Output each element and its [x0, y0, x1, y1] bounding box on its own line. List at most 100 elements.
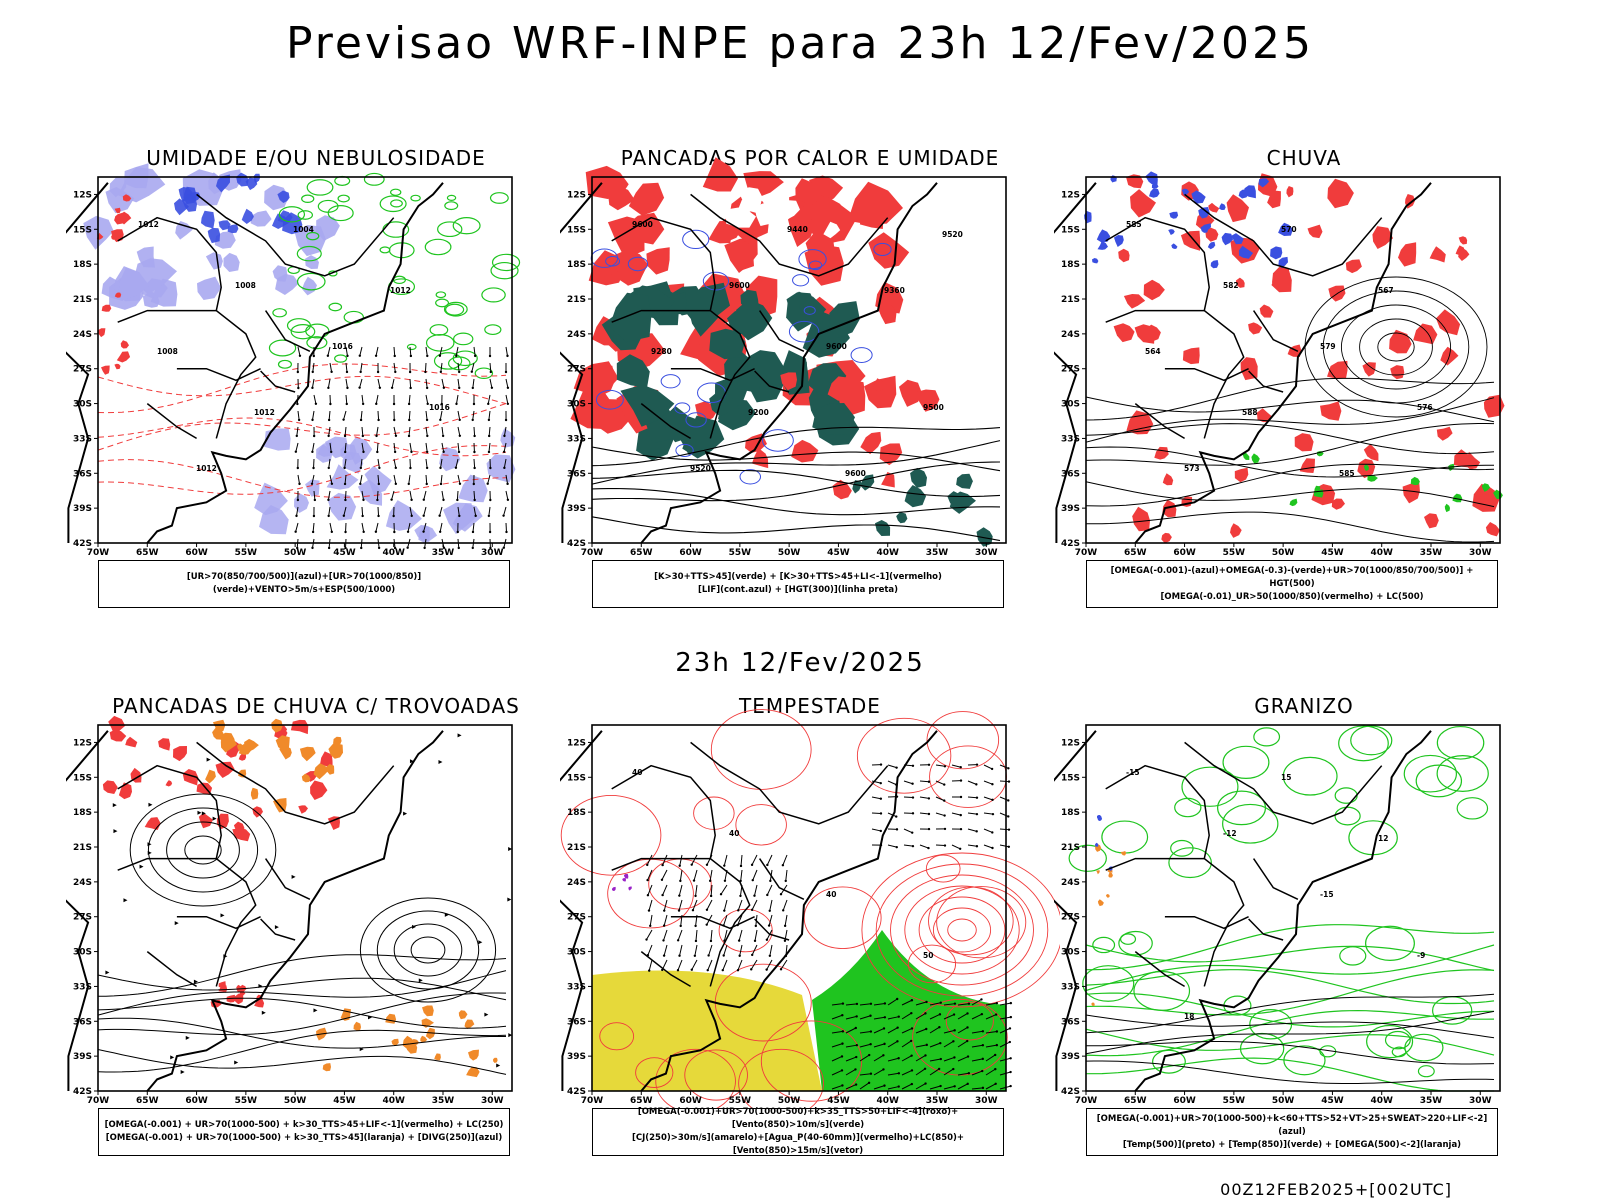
- legend-line: [OMEGA(-0.001) + UR>70(1000-500) + k>30_…: [104, 1120, 504, 1130]
- lat-tick-label: 27S: [567, 365, 586, 375]
- lat-tick-label: 15S: [73, 773, 92, 783]
- contour-label: -15: [1320, 890, 1334, 899]
- legend-line: [K>30+TTS>45](verde) + [K>30+TTS>45+LI<-…: [654, 572, 942, 582]
- lat-tick-label: 21S: [567, 843, 586, 853]
- contour-label: 50: [923, 951, 933, 960]
- legend-line: [Temp(500)](preto) + [Temp(850)](verde) …: [1122, 1139, 1462, 1150]
- lat-tick-label: 42S: [567, 1087, 586, 1097]
- lat-tick-label: 24S: [567, 330, 586, 340]
- legend-box: [OMEGA(-0.001)+UR>70(1000-500)+k>35_TTS>…: [592, 1107, 1004, 1156]
- contour-label: -9: [1417, 951, 1425, 960]
- legend-box: [OMEGA(-0.001)+UR>70(1000-500)+k<60+TTS>…: [1086, 1108, 1498, 1156]
- lon-tick-label: 35W: [926, 548, 949, 558]
- lon-tick-label: 60W: [185, 548, 208, 558]
- legend-line: [CJ(250)>30m/s](amarelo)+[Agua_P(40-60mm…: [631, 1133, 965, 1156]
- lon-tick-label: 40W: [1370, 548, 1393, 558]
- lat-tick-label: 30S: [73, 948, 92, 958]
- lat-tick-label: 33S: [73, 434, 92, 444]
- contour-label: 9600: [845, 469, 866, 478]
- lon-tick-label: 55W: [235, 1096, 258, 1106]
- lon-tick-label: 50W: [284, 1096, 307, 1106]
- lon-tick-label: 30W: [1469, 1096, 1492, 1106]
- contour-label: 9200: [748, 408, 769, 417]
- lat-tick-label: 21S: [567, 295, 586, 305]
- lat-tick-label: 30S: [567, 948, 586, 958]
- lon-tick-label: 40W: [1370, 1096, 1393, 1106]
- lat-tick-label: 18S: [1061, 808, 1080, 818]
- lon-tick-label: 35W: [926, 1096, 949, 1106]
- forecast-map: 58558257957657357056756458858512S15S18S2…: [1054, 171, 1505, 558]
- lat-tick-label: 12S: [1061, 190, 1080, 200]
- contour-label: 1012: [196, 464, 217, 473]
- panel-pancadas-calor: PANCADAS POR CALOR E UMIDADE 9600 9600 9600…: [560, 146, 1060, 626]
- lat-tick-label: 24S: [73, 878, 92, 888]
- lat-tick-label: 21S: [73, 295, 92, 305]
- contour-label: 579: [1320, 342, 1336, 351]
- legend-box: [OMEGA(-0.001) + UR>70(1000-500) + k>30_…: [98, 1108, 510, 1156]
- lon-tick-label: 70W: [1075, 548, 1098, 558]
- forecast-map: -15-12-15-918151212S15S18S21S24S27S30S33…: [1054, 724, 1501, 1106]
- contour-label: 1012: [254, 408, 275, 417]
- lat-tick-label: 42S: [1061, 539, 1080, 549]
- legend-box: [OMEGA(-0.001)-(azul)+OMEGA(-0.3)-(verde…: [1086, 560, 1498, 608]
- lat-tick-label: 24S: [1061, 330, 1080, 340]
- contour-label: 9280: [651, 347, 672, 356]
- lat-tick-label: 21S: [1061, 295, 1080, 305]
- contour-label: 9600: [632, 220, 653, 229]
- lon-tick-label: 35W: [1420, 548, 1443, 558]
- lon-tick-label: 50W: [1272, 548, 1295, 558]
- lon-tick-label: 60W: [1173, 548, 1196, 558]
- lat-tick-label: 30S: [73, 400, 92, 410]
- lat-tick-label: 18S: [567, 808, 586, 818]
- lat-tick-label: 36S: [567, 469, 586, 479]
- panel-tempestade: TEMPESTADE 40 40 40 50 12S 15S 18S 21S 24S 27S 30S 3…: [560, 694, 1060, 1174]
- panel-title: PANCADAS POR CALOR E UMIDADE: [620, 146, 1000, 170]
- legend-line: [OMEGA(-0.01)_UR>50(1000/850)(vermelho) …: [1160, 591, 1424, 602]
- panel-pancadas-trovoadas: PANCADAS DE CHUVA C/ TROVOADAS 12S 15S 18S 2…: [66, 694, 566, 1174]
- contour-label: 1004: [293, 225, 314, 234]
- legend-line: [LIF](cont.azul) + [HGT(300)](linha pret…: [697, 585, 899, 595]
- lat-tick-label: 36S: [73, 469, 92, 479]
- lat-tick-label: 39S: [1061, 504, 1080, 514]
- contour-label: 40: [632, 768, 642, 777]
- lat-tick-label: 18S: [73, 808, 92, 818]
- lon-tick-label: 35W: [432, 548, 455, 558]
- lon-tick-label: 55W: [235, 548, 258, 558]
- lon-tick-label: 30W: [481, 1096, 504, 1106]
- legend-line: [UR>70(850/700/500)](azul)+[UR>70(1000/8…: [186, 572, 422, 595]
- lat-tick-label: 15S: [1061, 773, 1080, 783]
- legend-line: [OMEGA(-0.001) + UR>70(1000-500) + k>30_…: [105, 1133, 503, 1143]
- contour-label: 1016: [429, 403, 450, 412]
- legend-line: [OMEGA(-0.001)+UR>70(1000-500)+k>35_TTS>…: [637, 1107, 959, 1130]
- lat-tick-label: 39S: [73, 1052, 92, 1062]
- lat-tick-label: 27S: [1061, 913, 1080, 923]
- lon-tick-label: 35W: [1420, 1096, 1443, 1106]
- lon-tick-label: 55W: [729, 548, 752, 558]
- contour-label: 9440: [787, 225, 808, 234]
- lon-tick-label: 45W: [827, 1096, 850, 1106]
- lat-tick-label: 33S: [1061, 434, 1080, 444]
- contour-label: 9500: [923, 403, 944, 412]
- lon-tick-label: 65W: [136, 1096, 159, 1106]
- panel-title: PANCADAS DE CHUVA C/ TROVOADAS: [112, 694, 520, 718]
- lon-tick-label: 30W: [1469, 548, 1492, 558]
- lon-tick-label: 65W: [136, 548, 159, 558]
- lon-tick-label: 45W: [827, 548, 850, 558]
- lon-tick-label: 55W: [729, 1096, 752, 1106]
- lat-tick-label: 42S: [73, 1087, 92, 1097]
- lon-tick-label: 65W: [630, 1096, 653, 1106]
- contour-label: 40: [729, 829, 739, 838]
- contour-label: 588: [1242, 408, 1258, 417]
- lon-tick-label: 50W: [778, 1096, 801, 1106]
- lat-tick-label: 12S: [567, 190, 586, 200]
- lon-tick-label: 40W: [382, 1096, 405, 1106]
- contour-label: 18: [1184, 1012, 1194, 1021]
- lon-tick-label: 55W: [1223, 548, 1246, 558]
- lat-tick-label: 21S: [73, 843, 92, 853]
- lat-tick-label: 27S: [73, 913, 92, 923]
- lon-tick-label: 65W: [630, 548, 653, 558]
- lat-tick-label: 12S: [73, 190, 92, 200]
- lon-tick-label: 70W: [581, 1096, 604, 1106]
- lon-tick-label: 45W: [333, 548, 356, 558]
